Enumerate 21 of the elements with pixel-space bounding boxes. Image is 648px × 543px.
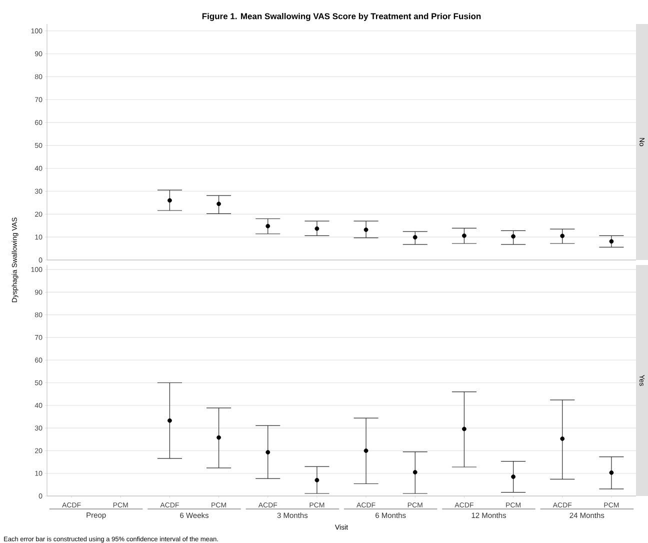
point	[216, 435, 221, 440]
point	[560, 234, 565, 238]
point	[314, 226, 320, 231]
point	[266, 450, 270, 454]
point	[609, 239, 614, 244]
point	[266, 224, 270, 228]
point	[462, 426, 466, 432]
point	[511, 234, 516, 239]
chart-title: Figure 1. Mean Swallowing VAS Score by Treatment and Prior Fusion	[202, 12, 481, 21]
point	[511, 474, 516, 479]
point	[412, 235, 418, 240]
point	[168, 418, 172, 423]
point	[314, 478, 320, 482]
point	[560, 436, 565, 441]
point	[168, 198, 172, 203]
point	[364, 228, 368, 232]
point	[364, 448, 368, 453]
point	[462, 234, 466, 238]
point	[609, 470, 614, 475]
point	[412, 470, 418, 474]
point	[216, 202, 221, 206]
